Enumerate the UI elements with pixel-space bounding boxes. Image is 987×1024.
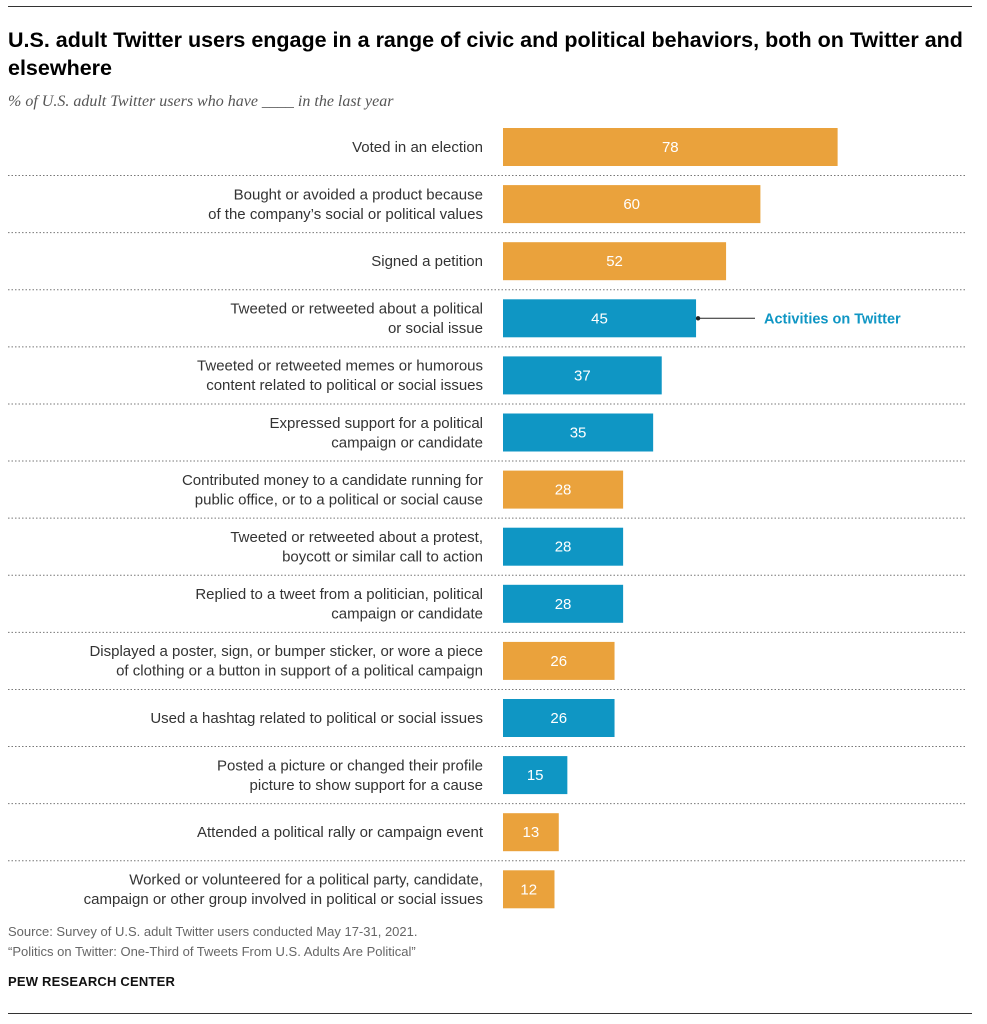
bar-value-label: 45 — [591, 310, 608, 327]
bar — [503, 128, 838, 166]
category-label: of the company’s social or political val… — [208, 206, 483, 223]
report-line: “Politics on Twitter: One-Third of Tweet… — [8, 944, 416, 959]
bar-value-label: 28 — [555, 482, 572, 499]
pew-logo: PEW RESEARCH CENTER — [8, 974, 176, 989]
bar — [503, 527, 624, 566]
bar-value-label: 13 — [523, 824, 540, 841]
bar-value-label: 60 — [623, 196, 640, 213]
bar-value-label: 15 — [527, 767, 544, 784]
bar — [503, 242, 727, 281]
bar-value-label: 78 — [662, 139, 679, 156]
bar — [503, 813, 559, 852]
source-line: Source: Survey of U.S. adult Twitter use… — [8, 924, 418, 939]
category-label: Tweeted or retweeted about a political — [230, 301, 483, 318]
bar-value-label: 37 — [574, 367, 591, 384]
annotation-label: Activities on Twitter — [764, 311, 901, 327]
category-label: content related to political or social i… — [206, 377, 483, 394]
bar — [503, 356, 662, 395]
bar — [503, 584, 624, 623]
category-label: campaign or candidate — [331, 606, 483, 623]
bar-value-label: 26 — [550, 653, 567, 670]
bar-value-label: 28 — [555, 596, 572, 613]
bar — [503, 699, 615, 737]
category-label: of clothing or a button in support of a … — [116, 663, 483, 680]
bar — [503, 185, 761, 224]
category-label: Tweeted or retweeted memes or humorous — [197, 358, 483, 375]
bar — [503, 641, 615, 680]
bottom-rule — [8, 1013, 972, 1014]
bar — [503, 470, 624, 509]
category-label: Voted in an election — [352, 139, 483, 156]
category-label: Expressed support for a political — [270, 415, 483, 432]
bar-value-label: 12 — [520, 881, 537, 898]
bar — [503, 299, 697, 338]
bar — [503, 756, 568, 795]
bar-value-label: 35 — [570, 425, 587, 442]
category-label: Signed a petition — [371, 253, 483, 270]
category-label: Worked or volunteered for a political pa… — [129, 872, 483, 889]
bar — [503, 870, 555, 909]
chart-title: U.S. adult Twitter users engage in a ran… — [8, 28, 963, 80]
category-label: boycott or similar call to action — [282, 548, 483, 565]
top-rule — [8, 6, 972, 7]
category-label: campaign or other group involved in poli… — [84, 891, 483, 908]
category-label: picture to show support for a cause — [250, 777, 483, 794]
category-label: Used a hashtag related to political or s… — [150, 710, 483, 727]
category-label: or social issue — [388, 320, 483, 337]
category-label: Posted a picture or changed their profil… — [217, 757, 483, 774]
category-label: Attended a political rally or campaign e… — [197, 824, 484, 841]
category-label: Contributed money to a candidate running… — [182, 472, 483, 489]
category-label: Tweeted or retweeted about a protest, — [230, 529, 483, 546]
category-label: Bought or avoided a product because — [234, 186, 483, 203]
chart-subtitle: % of U.S. adult Twitter users who have _… — [8, 93, 394, 110]
category-label: Displayed a poster, sign, or bumper stic… — [89, 643, 483, 660]
bar — [503, 413, 654, 452]
bar-chart: 78 Voted in an election 60 Bought or avoide… — [8, 128, 967, 909]
category-label: campaign or candidate — [331, 434, 483, 451]
bar-value-label: 28 — [555, 539, 572, 556]
bar-value-label: 26 — [550, 710, 567, 727]
bar-value-label: 52 — [606, 253, 623, 270]
category-label: Replied to a tweet from a politician, po… — [195, 586, 483, 603]
source-note: Source: Survey of U.S. adult Twitter use… — [8, 922, 417, 962]
category-label: public office, or to a political or soci… — [195, 491, 483, 508]
